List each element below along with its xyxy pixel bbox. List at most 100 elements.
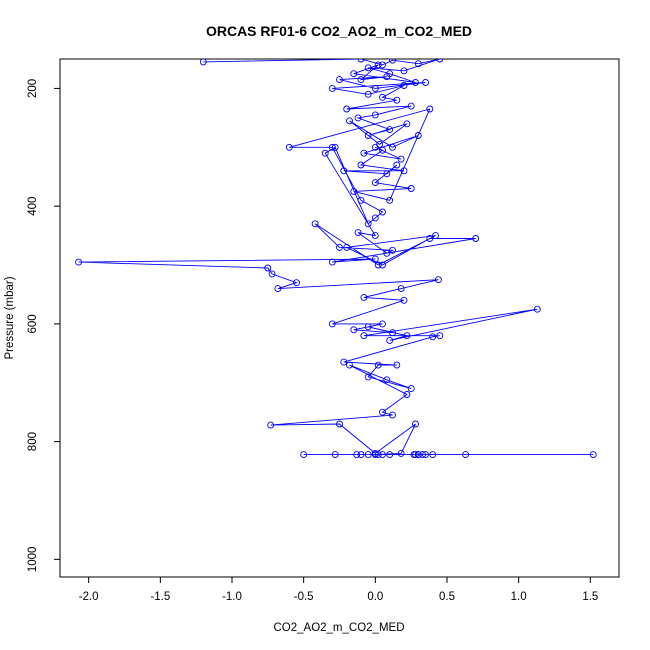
- data-point: [400, 167, 408, 175]
- data-point: [75, 258, 83, 266]
- data-point: [389, 246, 396, 254]
- data-point: [379, 408, 386, 416]
- data-point: [397, 155, 405, 163]
- plot-frame: [59, 58, 620, 578]
- data-point: [285, 143, 293, 151]
- data-point: [379, 146, 386, 154]
- data-point: [360, 293, 368, 301]
- data-point: [374, 451, 382, 459]
- data-point: [346, 361, 353, 369]
- x-tick-label: 1.0: [511, 591, 527, 603]
- data-point: [268, 270, 276, 278]
- data-point: [414, 60, 422, 68]
- data-point: [414, 132, 422, 139]
- x-axis-label: CO2_AO2_m_CO2_MED: [273, 622, 404, 634]
- data-point: [412, 420, 419, 428]
- data-point: [379, 61, 386, 69]
- data-point: [403, 391, 411, 398]
- data-point: [379, 93, 386, 101]
- data-point: [346, 117, 353, 125]
- y-tick-label: 1000: [27, 547, 39, 573]
- data-point: [389, 143, 396, 151]
- data-point: [364, 64, 372, 72]
- data-point: [371, 84, 379, 92]
- x-tick-label: -1.5: [150, 591, 170, 603]
- y-tick-label: 200: [27, 79, 39, 98]
- data-point: [589, 451, 597, 459]
- data-point: [340, 167, 348, 175]
- data-point: [397, 449, 405, 457]
- data-point: [350, 70, 358, 78]
- data-point: [364, 220, 372, 228]
- data-point: [364, 373, 372, 381]
- data-point: [371, 111, 379, 119]
- data-point: [357, 161, 365, 169]
- data-point: [328, 258, 336, 266]
- data-point: [267, 421, 275, 429]
- data-point: [328, 143, 336, 151]
- data-point: [371, 214, 379, 222]
- data-point: [379, 451, 386, 459]
- data-point: [379, 320, 386, 328]
- data-point: [462, 451, 470, 459]
- data-point: [383, 249, 391, 257]
- data-point: [389, 411, 396, 419]
- data-point: [371, 232, 379, 240]
- data-point: [379, 208, 386, 216]
- series-line: [78, 59, 594, 456]
- data-point: [340, 358, 348, 366]
- data-point: [386, 451, 394, 459]
- data-point: [400, 296, 408, 304]
- data-point: [343, 105, 351, 113]
- data-point: [328, 84, 336, 92]
- data-point: [426, 105, 434, 113]
- data-point: [336, 76, 343, 84]
- data-point: [389, 329, 396, 337]
- data-point: [422, 451, 429, 459]
- data-point: [360, 149, 368, 157]
- y-axis-label: Pressure (mbar): [4, 276, 16, 359]
- data-point: [364, 451, 372, 459]
- data-point: [393, 96, 401, 104]
- data-point: [422, 79, 429, 86]
- data-point: [386, 336, 394, 344]
- data-point: [383, 376, 391, 384]
- data-point: [386, 126, 394, 134]
- data-point: [364, 323, 372, 331]
- data-point: [336, 243, 343, 251]
- data-point: [414, 451, 422, 459]
- data-point: [264, 264, 272, 272]
- data-point: [407, 185, 415, 192]
- data-point: [374, 61, 382, 69]
- data-point: [321, 149, 329, 157]
- x-tick-label: -1.0: [222, 591, 242, 603]
- data-point: [429, 451, 437, 459]
- data-point: [407, 102, 415, 110]
- data-point: [393, 361, 401, 369]
- data-point: [407, 385, 415, 393]
- data-point: [412, 79, 419, 86]
- data-point: [403, 332, 411, 340]
- data-point: [274, 285, 282, 293]
- data-point: [331, 451, 339, 459]
- data-point: [199, 59, 207, 66]
- data-point: [436, 332, 444, 340]
- data-point: [389, 59, 396, 64]
- data-point: [354, 229, 362, 237]
- data-point: [357, 451, 365, 459]
- data-point: [393, 161, 401, 169]
- data-point: [374, 361, 382, 369]
- data-point: [331, 143, 339, 151]
- x-tick-label: -0.5: [294, 591, 314, 603]
- data-point: [432, 232, 439, 240]
- x-tick-label: 0.0: [367, 591, 383, 603]
- data-point: [400, 82, 408, 89]
- data-point: [426, 235, 434, 242]
- y-axis: 200 400 600 800 1000: [27, 79, 60, 572]
- data-point: [336, 420, 343, 428]
- y-tick-label: 400: [27, 197, 39, 216]
- data-point: [357, 76, 365, 84]
- data-point: [436, 59, 444, 63]
- data-point: [397, 285, 405, 293]
